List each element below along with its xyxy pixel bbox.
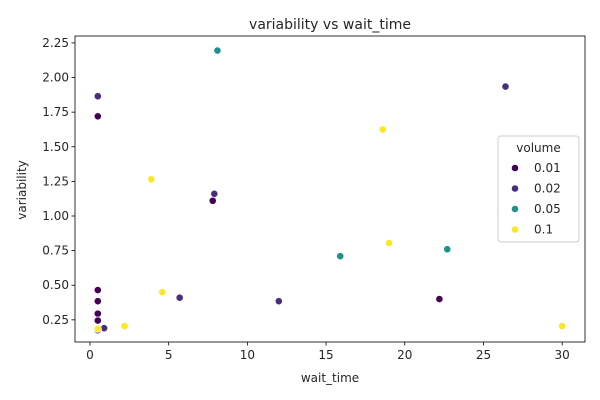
data-point-volume-0.02 (175, 293, 184, 302)
data-point-volume-0.1 (558, 322, 567, 330)
axes: 0 5 10 15 20 25 30 0.25 0.50 0.75 1.00 1.25 1.50 1.75… (42, 35, 586, 362)
plot-frame (74, 35, 586, 343)
data-point-volume-0.05 (213, 46, 222, 55)
legend-entry-label: 0.02 (534, 182, 561, 196)
data-point-volume-0.01 (435, 295, 444, 303)
chart-title: variability vs wait_time (249, 17, 411, 33)
x-tick-label: 0 (86, 348, 94, 362)
x-tick-label: 20 (397, 348, 412, 362)
legend-marker (511, 164, 519, 172)
y-tick-label: 0.25 (42, 313, 69, 327)
data-point-volume-0.05 (336, 252, 345, 261)
data-point-volume-0.1 (158, 288, 167, 297)
data-points (93, 46, 567, 335)
y-tick-label: 0.75 (42, 244, 69, 258)
y-tick-label: 0.50 (42, 278, 69, 292)
data-point-volume-0.01 (208, 196, 217, 205)
y-axis-label: variability (15, 160, 29, 220)
legend-entry-label: 0.01 (534, 161, 561, 175)
data-point-volume-0.02 (210, 189, 219, 198)
legend-title: volume (516, 141, 560, 155)
y-tick-label: 1.50 (42, 140, 69, 154)
legend-entry-label: 0.05 (534, 202, 561, 216)
data-point-volume-0.05 (443, 245, 452, 254)
legend-marker (511, 225, 519, 234)
legend-marker (511, 184, 519, 193)
x-axis-label: wait_time (301, 371, 359, 385)
y-tick-label: 2.25 (42, 36, 69, 50)
data-point-volume-0.01 (93, 297, 102, 306)
data-point-volume-0.02 (501, 82, 510, 91)
y-tick-label: 1.75 (42, 105, 69, 119)
legend-marker (511, 205, 519, 213)
data-point-volume-0.02 (274, 297, 283, 306)
data-point-volume-0.1 (93, 324, 102, 333)
x-tick-label: 25 (476, 348, 491, 362)
x-tick-label: 15 (318, 348, 333, 362)
x-tick-label: 5 (165, 348, 173, 362)
y-tick-label: 2.00 (42, 71, 69, 85)
legend: volume 0.01 0.02 0.05 0.1 (497, 135, 580, 243)
y-tick-label: 1.00 (42, 209, 69, 223)
x-tick-label: 30 (555, 348, 570, 362)
data-point-volume-0.01 (93, 286, 102, 294)
data-point-volume-0.01 (93, 309, 102, 318)
legend-entry-label: 0.1 (534, 223, 553, 237)
data-point-volume-0.01 (93, 112, 102, 121)
data-point-volume-0.02 (93, 92, 102, 101)
data-point-volume-0.1 (147, 175, 156, 184)
data-point-volume-0.1 (385, 239, 393, 247)
data-point-volume-0.01 (93, 316, 102, 325)
y-tick-label: 1.25 (42, 174, 69, 188)
legend-box (497, 135, 580, 243)
data-point-volume-0.1 (120, 322, 129, 330)
x-tick-label: 10 (240, 348, 255, 362)
data-point-volume-0.1 (378, 125, 387, 134)
